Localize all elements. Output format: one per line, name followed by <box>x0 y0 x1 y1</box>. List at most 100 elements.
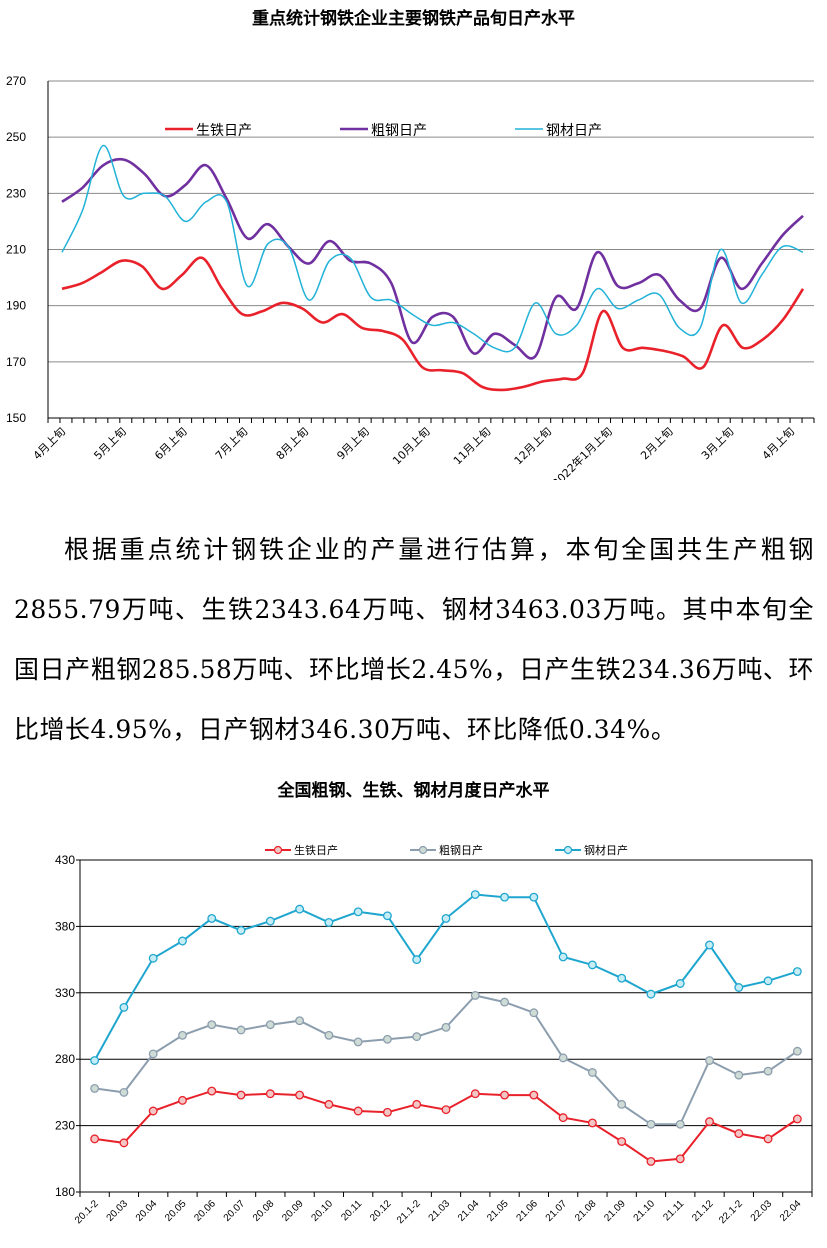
chart2-data-point <box>675 1154 685 1164</box>
chart2-data-point <box>412 955 422 965</box>
chart2-xtick-label: 21.05 <box>485 1198 511 1224</box>
chart2-data-point <box>617 1137 627 1146</box>
chart2-data-point <box>353 1037 363 1047</box>
chart2-data-point <box>148 953 158 963</box>
chart2-data-point <box>705 1056 714 1065</box>
chart2-data-point <box>470 1089 480 1099</box>
chart2-xtick-label: 21.04 <box>456 1198 482 1224</box>
chart2-xtick-label: 21.12 <box>690 1198 716 1224</box>
chart2-data-point <box>382 1034 392 1044</box>
chart1-ytick-label: 250 <box>6 130 26 144</box>
chart2-data-point <box>236 1090 246 1100</box>
chart1-ytick-label: 230 <box>6 186 26 200</box>
chart2-data-point <box>265 1020 275 1030</box>
chart2-xtick-label: 20.06 <box>192 1198 218 1224</box>
chart2-data-point <box>705 940 714 950</box>
chart2-xtick-label: 20.09 <box>280 1198 306 1224</box>
chart2-data-point <box>441 1105 451 1115</box>
chart2-data-point <box>207 1020 217 1030</box>
chart2-legend-marker <box>273 845 283 855</box>
chart2-xtick-label: 20.10 <box>310 1198 336 1224</box>
chart2-xtick-label: 20.07 <box>222 1198 248 1224</box>
chart1-xtick-label: 10月上旬 <box>390 425 432 467</box>
chart2-xtick-label: 20.12 <box>368 1198 394 1224</box>
chart2-data-point <box>763 1134 773 1144</box>
chart2-xtick-label: 21.1-2 <box>395 1198 423 1226</box>
chart2-data-point <box>295 904 305 914</box>
chart1-xtick-label: 11月上旬 <box>451 425 493 467</box>
chart2-xtick-label: 21.08 <box>573 1198 599 1224</box>
chart2-series-line <box>94 994 798 1126</box>
chart1-xtick-label: 4月上旬 <box>31 425 68 462</box>
chart2-xtick-label: 20.03 <box>105 1198 131 1224</box>
chart2-data-point <box>587 1068 597 1077</box>
chart1-series-line <box>61 144 804 353</box>
chart2-data-point <box>236 1025 246 1035</box>
chart2-data-point <box>529 1008 539 1018</box>
chart1-xtick-label: 3月上旬 <box>699 425 736 462</box>
chart1-legend-label: 生铁日产 <box>196 123 252 139</box>
chart2-data-point <box>178 936 187 946</box>
chart2-data-point <box>763 1066 773 1076</box>
chart2-data-point <box>558 952 568 962</box>
chart2-data-point <box>412 1032 422 1042</box>
chart1-xtick-label: 6月上旬 <box>152 425 189 462</box>
chart2-data-point <box>675 979 685 988</box>
chart2-data-point <box>646 1157 656 1166</box>
chart2-data-point <box>646 1119 656 1129</box>
chart2-data-point <box>119 1087 129 1097</box>
chart2-data-point <box>500 997 510 1007</box>
chart1-ytick-label: 210 <box>6 243 26 257</box>
chart2-data-point <box>324 1030 334 1040</box>
chart2-data-point <box>734 1070 744 1080</box>
chart2-ytick-label: 230 <box>55 1119 75 1133</box>
chart2-data-point <box>324 1099 334 1109</box>
chart2-ytick-label: 330 <box>55 986 75 1000</box>
chart2-data-point <box>705 1117 714 1127</box>
chart2-data-point <box>353 1106 363 1116</box>
chart2-data-point <box>265 916 275 926</box>
chart2-title: 全国粗钢、生铁、钢材月度日产水平 <box>277 781 550 801</box>
chart1: 150 170 190 210 230 250 270 4月上旬 5月上旬 6月上旬 7月上旬 8月上… <box>6 74 815 480</box>
chart2-data-point <box>734 983 744 992</box>
chart2-data-point <box>792 967 802 977</box>
chart2-data-point <box>324 917 334 927</box>
chart1-ytick-label: 150 <box>6 411 26 425</box>
chart2-xtick-label: 20.1-2 <box>73 1198 101 1226</box>
chart1-legend-label: 钢材日产 <box>546 123 602 139</box>
chart2-xtick-label: 20.05 <box>163 1198 189 1224</box>
chart2-data-point <box>529 1090 539 1100</box>
chart2-data-point <box>734 1129 744 1139</box>
summary-paragraph: 根据重点统计钢铁企业的产量进行估算，本旬全国共生产粗钢2855.79万吨、生铁2… <box>14 535 814 744</box>
chart2-data-point <box>470 991 480 1000</box>
chart2-data-point <box>617 973 627 983</box>
chart2-legend-marker <box>563 845 573 855</box>
chart2-xtick-label: 21.03 <box>427 1198 453 1224</box>
chart2-data-point <box>792 1114 802 1124</box>
chart2-xtick-label: 22.04 <box>778 1198 804 1224</box>
chart2-data-point <box>500 1090 510 1100</box>
chart2-xtick-label: 21.07 <box>544 1198 570 1224</box>
chart2-data-point <box>178 1095 187 1105</box>
chart1-xtick-label: 5月上旬 <box>91 425 128 462</box>
chart2-data-point <box>587 960 597 970</box>
chart2-data-point <box>617 1099 627 1109</box>
chart1-ytick-label: 170 <box>6 355 26 369</box>
chart2-legend-label: 粗钢日产 <box>439 843 483 857</box>
chart2-data-point <box>90 1134 100 1144</box>
chart2-xtick-label: 20.08 <box>251 1198 277 1224</box>
chart2-data-point <box>295 1090 305 1100</box>
chart2-data-point <box>148 1049 158 1059</box>
chart1-xtick-label: 2022年1月上旬 <box>549 424 615 480</box>
chart2-xtick-label: 20.04 <box>134 1198 160 1224</box>
chart1-ytick-label: 270 <box>6 74 26 88</box>
chart1-xtick-label: 7月上旬 <box>213 425 250 462</box>
chart1-xtick-label: 9月上旬 <box>334 425 371 462</box>
chart1-title: 重点统计钢铁企业主要钢铁产品旬日产水平 <box>252 9 575 29</box>
chart1-series-line <box>61 256 805 392</box>
chart2-ytick-label: 380 <box>55 919 75 933</box>
chart2-data-point <box>382 911 392 921</box>
chart1-xtick-label: 2月上旬 <box>638 425 675 462</box>
chart2-data-point <box>558 1113 568 1123</box>
chart2-legend-marker <box>418 845 428 855</box>
